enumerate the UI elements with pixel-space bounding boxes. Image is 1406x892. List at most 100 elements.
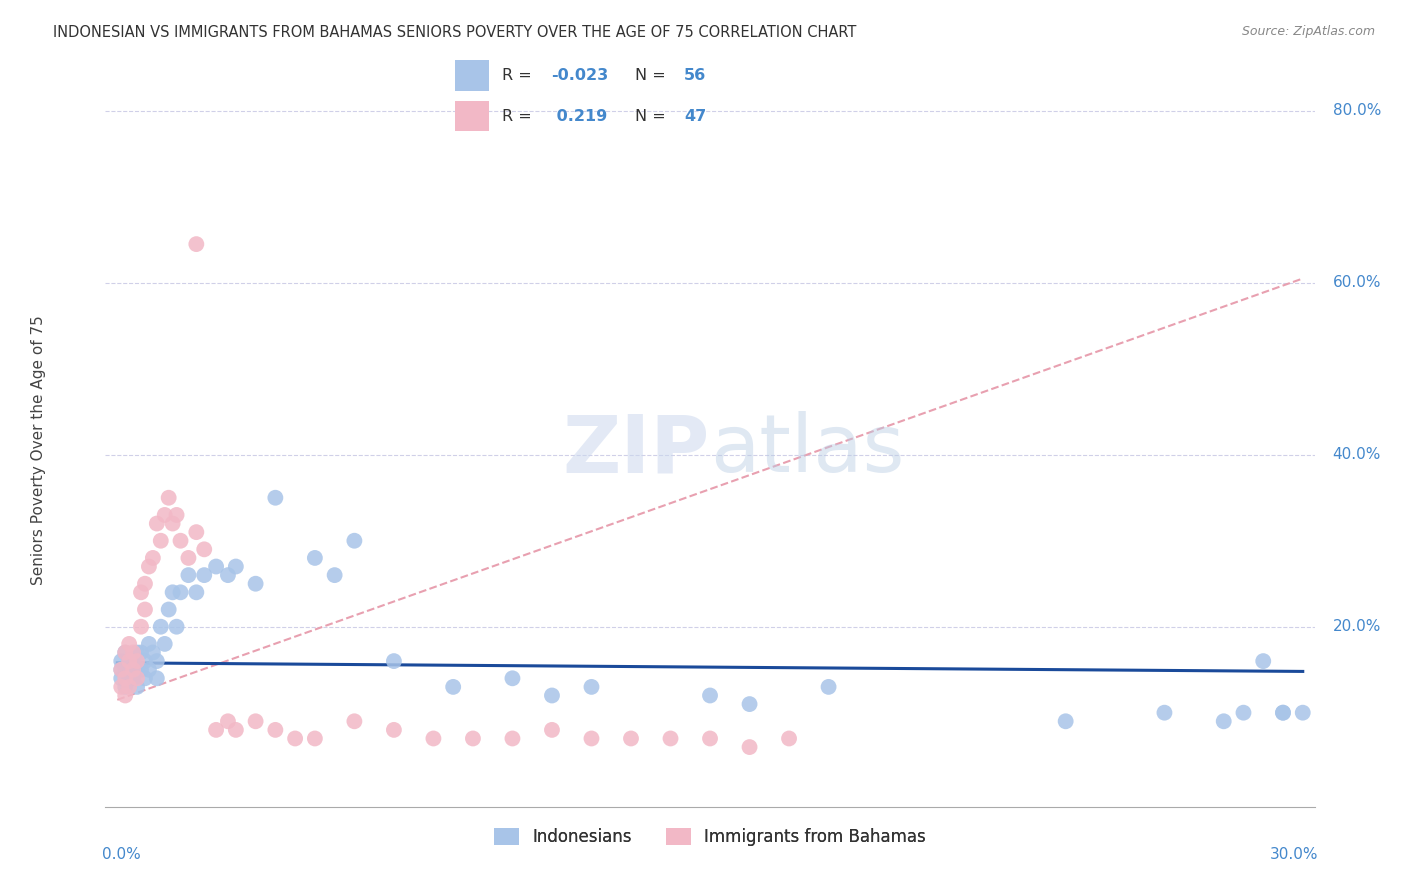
Point (1153, 706, 1175, 720)
Point (501, 731, 523, 746)
Point (129, 620, 152, 634)
Legend: Indonesians, Immigrants from Bahamas: Indonesians, Immigrants from Bahamas (488, 821, 932, 853)
Point (738, 740, 761, 755)
Point (217, 714, 239, 729)
Point (177, 550, 200, 565)
Point (122, 671, 145, 685)
Point (323, 568, 346, 582)
Text: 40.0%: 40.0% (1333, 447, 1381, 462)
Point (138, 559, 160, 574)
Point (142, 550, 165, 565)
Point (778, 731, 800, 746)
Point (186, 525, 208, 540)
Point (193, 542, 215, 557)
Point (169, 533, 191, 548)
Point (114, 671, 136, 685)
Text: 30.0%: 30.0% (1270, 847, 1319, 862)
Point (114, 680, 136, 694)
Text: N =: N = (634, 109, 671, 124)
Text: INDONESIAN VS IMMIGRANTS FROM BAHAMAS SENIORS POVERTY OVER THE AGE OF 75 CORRELA: INDONESIAN VS IMMIGRANTS FROM BAHAMAS SE… (53, 25, 856, 40)
Point (134, 671, 156, 685)
Point (581, 731, 603, 746)
Point (264, 491, 287, 505)
Text: 20.0%: 20.0% (1333, 619, 1381, 634)
Point (118, 654, 141, 668)
Point (134, 602, 156, 616)
Text: Seniors Poverty Over the Age of 75: Seniors Poverty Over the Age of 75 (31, 316, 46, 585)
Point (1212, 714, 1234, 729)
Text: R =: R = (502, 68, 537, 83)
Text: 56: 56 (685, 68, 706, 83)
Point (122, 646, 145, 660)
Point (501, 671, 523, 685)
Point (157, 602, 180, 616)
Point (1054, 714, 1077, 729)
Point (620, 731, 643, 746)
Point (138, 663, 160, 677)
Point (659, 731, 682, 746)
Point (157, 491, 180, 505)
Point (217, 568, 239, 582)
Point (118, 671, 141, 685)
Point (1232, 706, 1254, 720)
Point (343, 533, 366, 548)
Point (110, 671, 132, 685)
Point (699, 731, 721, 746)
Point (245, 576, 267, 591)
Point (817, 680, 839, 694)
Text: 80.0%: 80.0% (1333, 103, 1381, 119)
Point (134, 654, 156, 668)
Point (166, 508, 188, 522)
Point (186, 237, 208, 252)
Point (149, 620, 172, 634)
Point (122, 654, 145, 668)
Text: Source: ZipAtlas.com: Source: ZipAtlas.com (1241, 25, 1375, 38)
Point (146, 516, 169, 531)
Point (142, 646, 165, 660)
Point (541, 689, 564, 703)
Point (162, 585, 184, 599)
Point (125, 663, 148, 677)
Text: 60.0%: 60.0% (1333, 276, 1381, 290)
Point (125, 680, 148, 694)
Point (304, 731, 326, 746)
Point (114, 646, 136, 660)
Point (110, 654, 132, 668)
Point (382, 654, 405, 668)
Point (153, 637, 176, 651)
Point (1251, 654, 1274, 668)
Point (1292, 706, 1315, 720)
Text: -0.023: -0.023 (551, 68, 609, 83)
Point (225, 559, 247, 574)
FancyBboxPatch shape (456, 101, 489, 131)
Point (343, 714, 366, 729)
Text: 0.219: 0.219 (551, 109, 607, 124)
Text: atlas: atlas (710, 411, 904, 490)
Point (264, 723, 287, 737)
Text: R =: R = (502, 109, 537, 124)
Text: 47: 47 (685, 109, 706, 124)
Point (118, 654, 141, 668)
Point (129, 663, 152, 677)
Point (114, 689, 136, 703)
Point (114, 663, 136, 677)
Point (129, 585, 152, 599)
Text: ZIP: ZIP (562, 411, 710, 490)
Point (118, 637, 141, 651)
Point (110, 663, 132, 677)
Point (461, 731, 484, 746)
Point (441, 680, 464, 694)
Point (134, 576, 156, 591)
Point (118, 663, 141, 677)
Point (581, 680, 603, 694)
Point (245, 714, 267, 729)
Point (162, 516, 184, 531)
Text: N =: N = (634, 68, 671, 83)
Point (205, 723, 228, 737)
Point (738, 697, 761, 711)
Text: 0.0%: 0.0% (101, 847, 141, 862)
Point (169, 585, 191, 599)
Point (304, 550, 326, 565)
Point (186, 585, 208, 599)
Point (125, 671, 148, 685)
